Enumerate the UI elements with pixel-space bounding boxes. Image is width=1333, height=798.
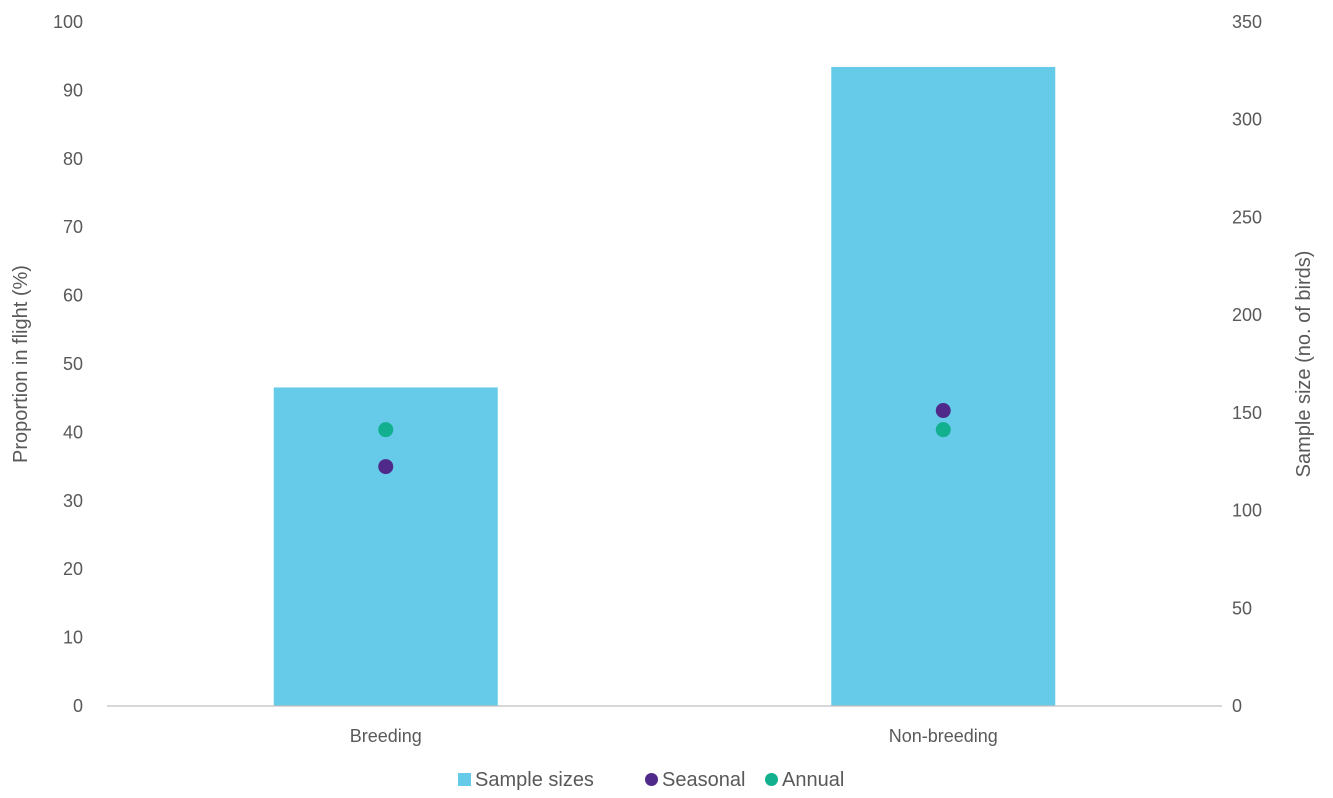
bars-layer bbox=[273, 66, 1056, 707]
right-tick-label: 150 bbox=[1232, 403, 1262, 423]
legend-label-annual: Annual bbox=[782, 769, 844, 791]
bar-breeding bbox=[273, 387, 498, 706]
right-tick-label: 300 bbox=[1232, 110, 1262, 130]
category-axis-ticks: Breeding Non-breeding bbox=[350, 726, 998, 746]
left-tick-label: 20 bbox=[63, 559, 83, 579]
left-tick-label: 0 bbox=[73, 696, 83, 716]
legend-swatch-sample-sizes bbox=[458, 773, 471, 786]
points-layer bbox=[378, 403, 951, 475]
right-axis-title: Sample size (no. of birds) bbox=[1293, 251, 1315, 478]
left-axis-ticks: 0 10 20 30 40 50 60 70 80 90 100 bbox=[53, 12, 83, 716]
right-tick-label: 200 bbox=[1232, 305, 1262, 325]
legend-swatch-seasonal bbox=[645, 773, 658, 786]
right-tick-label: 250 bbox=[1232, 207, 1262, 227]
left-tick-label: 30 bbox=[63, 491, 83, 511]
left-tick-label: 50 bbox=[63, 354, 83, 374]
left-tick-label: 90 bbox=[63, 80, 83, 100]
point-seasonal-non-breeding bbox=[935, 403, 951, 419]
legend-label-sample-sizes: Sample sizes bbox=[475, 769, 594, 791]
left-axis-title: Proportion in flight (%) bbox=[10, 265, 32, 463]
bar-non-breeding bbox=[831, 66, 1056, 707]
category-label: Breeding bbox=[350, 726, 422, 746]
point-seasonal-breeding bbox=[378, 459, 394, 475]
right-tick-label: 50 bbox=[1232, 598, 1252, 618]
point-annual-non-breeding bbox=[935, 422, 951, 438]
legend: Sample sizes Seasonal Annual bbox=[458, 769, 844, 791]
left-tick-label: 60 bbox=[63, 286, 83, 306]
left-tick-label: 100 bbox=[53, 12, 83, 32]
left-tick-label: 10 bbox=[63, 628, 83, 648]
left-tick-label: 40 bbox=[63, 422, 83, 442]
legend-swatch-annual bbox=[765, 773, 778, 786]
left-tick-label: 70 bbox=[63, 217, 83, 237]
left-tick-label: 80 bbox=[63, 149, 83, 169]
point-annual-breeding bbox=[378, 422, 394, 438]
right-tick-label: 350 bbox=[1232, 12, 1262, 32]
legend-label-seasonal: Seasonal bbox=[662, 769, 745, 791]
right-tick-label: 0 bbox=[1232, 696, 1242, 716]
category-label: Non-breeding bbox=[889, 726, 998, 746]
right-axis-ticks: 0 50 100 150 200 250 300 350 bbox=[1232, 12, 1262, 716]
right-tick-label: 100 bbox=[1232, 501, 1262, 521]
